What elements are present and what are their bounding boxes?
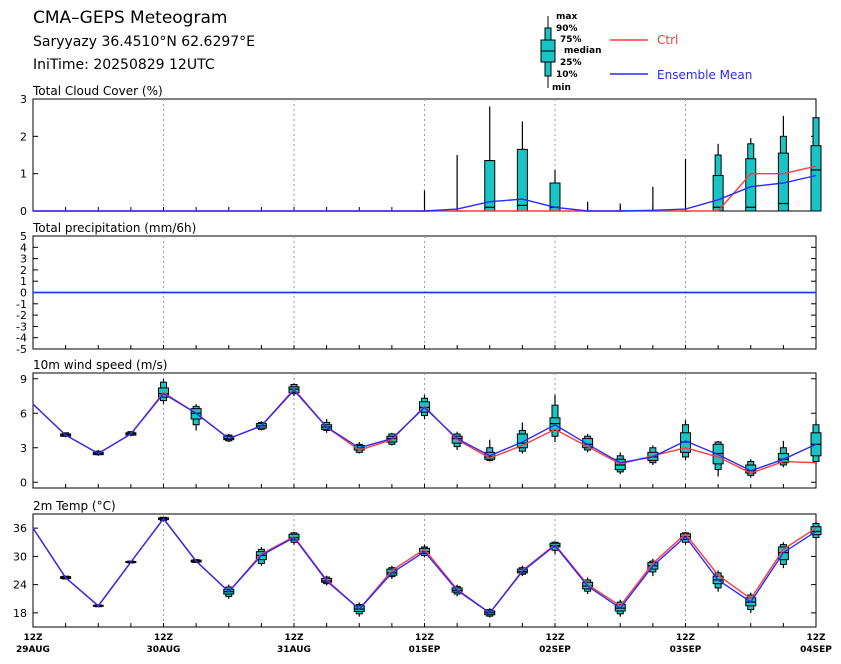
ytick-label-cloud-1: 1 [20,168,27,181]
xlabel-hour-6: 12Z [806,633,826,643]
box-wind-14 [516,422,528,454]
chart-title: CMA–GEPS Meteogram [33,8,227,28]
series-mean-wind [32,389,817,472]
panel-frame-wind [32,372,817,489]
box-cloud-3 [516,121,528,212]
ytick-label-cloud-2: 2 [20,130,27,143]
legend-p10-label: 10% [556,70,578,80]
ytick-label-wind-0: 0 [20,476,27,489]
box-cloud-8 [680,158,691,212]
box-inner [484,160,496,212]
xlabel-hour-4: 12Z [545,633,565,643]
panel-title-temp: 2m Temp (°C) [33,499,116,513]
legend-median-label: median [564,46,602,56]
xlabel-date-4: 02SEP [539,645,571,655]
series-ctrl-wind [32,388,817,474]
xlabel-hour-2: 12Z [284,633,304,643]
ytick-label-cloud-3: 3 [20,93,27,106]
box-temp-20 [712,570,724,592]
ytick-label-precip-10: 5 [20,230,27,243]
box-wind-8 [321,419,333,433]
box-cloud-7 [647,186,658,212]
panel-title-precip: Total precipitation (mm/6h) [32,221,196,235]
box-cloud-4 [549,169,561,212]
ytick-label-precip-8: 3 [20,253,27,266]
xlabel-hour-0: 12Z [23,633,43,643]
box-cloud-1 [452,155,463,212]
ytick-label-temp-2: 30 [13,550,27,563]
panel-wind: 0 3 6 9 [20,372,822,489]
box-wind-3 [158,378,169,405]
legend-box-glyph [540,16,556,88]
xlabel-hour-1: 12Z [154,633,174,643]
xlabel-hour-5: 12Z [676,633,696,643]
panel-cloud: 0 1 2 3 [20,93,822,218]
panel-title-wind: 10m wind speed (m/s) [33,358,167,372]
box-wind-4 [190,404,202,431]
xlabel-date-5: 03SEP [670,645,702,655]
box-inner [582,438,594,449]
ytick-label-precip-0: -5 [16,343,27,356]
ytick-label-precip-2: -3 [16,320,27,333]
xlabel-date-0: 29AUG [16,645,50,655]
box-inner [810,145,822,212]
box-wind-16 [582,433,594,453]
ytick-label-cloud-0: 0 [20,205,27,218]
box-cloud-2 [484,106,496,212]
legend-mean-label: Ensemble Mean [657,68,752,82]
ytick-label-temp-1: 24 [13,579,27,592]
box-inner [745,158,757,212]
ytick-label-precip-1: -4 [16,332,27,345]
legend-ctrl-label: Ctrl [657,33,678,47]
box-cloud-11 [777,115,789,212]
ytick-label-precip-7: 2 [20,264,27,277]
box-inner [777,453,789,464]
ytick-label-wind-3: 9 [20,373,27,386]
ytick-label-temp-3: 36 [13,522,27,535]
location-label: Saryyazy 36.4510°N 62.6297°E [33,34,255,50]
legend-min-label: min [552,83,571,93]
box-inner [516,148,528,212]
x-axis: 12Z 29AUG 12Z 30AUG 12Z 31AUG 12Z 01SEP 12Z 02SEP… [16,633,832,655]
box-cloud-6 [615,203,626,212]
ytick-label-temp-0: 18 [13,607,27,620]
legend-p75-label: 75% [560,35,582,45]
legend-p90-label: 90% [556,24,578,34]
ytick-label-precip-9: 4 [20,241,27,254]
box-wind-15 [549,394,561,442]
box-cloud-0 [419,190,430,212]
legend-max-label: max [556,12,577,22]
xlabel-date-6: 04SEP [800,645,832,655]
ytick-label-wind-2: 6 [20,407,27,420]
xlabel-date-3: 01SEP [409,645,441,655]
box-inner [712,175,724,212]
ytick-label-precip-3: -2 [16,309,27,322]
xlabel-hour-3: 12Z [415,633,435,643]
series-mean-temp [32,517,817,614]
box-wind-22 [777,440,789,468]
init-time-label: IniTime: 20250829 12UTC [33,57,215,73]
xlabel-date-2: 31AUG [277,645,311,655]
panel-temp: 18 24 30 36 [13,513,822,628]
box-inner [516,433,528,449]
box-cloud-12 [810,117,822,212]
ytick-label-precip-4: -1 [16,298,27,311]
ytick-label-precip-6: 1 [20,275,27,288]
ytick-label-precip-5: 0 [20,287,27,300]
series-mean-cloud [33,174,817,212]
box-cloud-5 [582,201,593,212]
ytick-label-wind-1: 3 [20,442,27,455]
box-wind-23 [810,420,822,464]
xlabel-date-1: 30AUG [147,645,181,655]
legend-p25-label: 25% [560,58,582,68]
panel-title-cloud: Total Cloud Cover (%) [32,84,163,98]
